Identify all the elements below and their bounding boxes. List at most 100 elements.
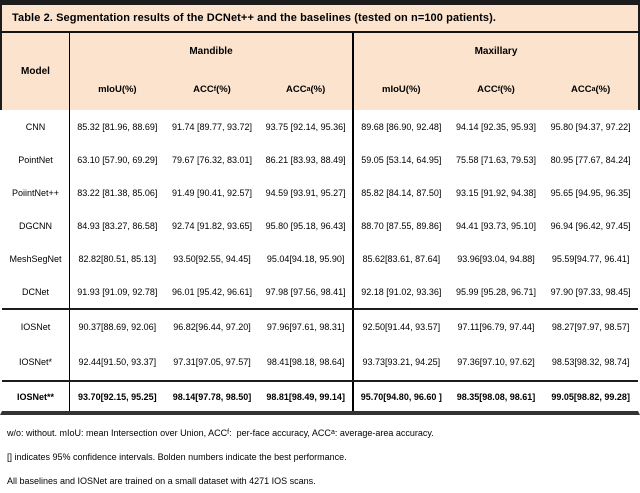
model-cell: CNN [2,110,70,143]
footnote-text: : per-face accuracy, ACC [229,428,331,438]
table-header: Model Mandible Maxillary mIoU (%) ACC f (%)… [0,33,640,110]
data-cell: 93.96[93.04, 94.88] [457,253,535,264]
data-cell: 84.93 [83.27, 86.58] [77,220,158,231]
table-top-border [0,0,640,5]
data-cell: 95.80 [94.37, 97.22] [550,121,631,132]
data-cell: 75.58 [71.63, 79.53] [455,154,537,165]
data-cell: 93.70[92.15, 95.25] [78,391,157,402]
data-cell: 94.41 [93.73, 95.10] [455,220,537,231]
metric-pct: (%) [595,84,611,95]
table-body: CNN 85.32 [81.96, 88.69] 91.74 [89.77, 9… [0,110,640,415]
data-cell: 98.41[98.18, 98.64] [259,344,354,380]
data-cell: 95.59[94.77, 96.41] [551,253,630,264]
data-cell: 96.01 [95.42, 96.61] [171,286,253,297]
model-cell: DCNet [2,275,70,308]
table-row: IOSNet* 92.44[91.50, 93.37] 97.31[97.05,… [2,344,638,380]
data-cell: 63.10 [57.90, 69.29] [77,154,158,165]
data-cell: 88.70 [87.55, 89.86] [361,220,442,231]
data-cell: 97.11[96.79, 97.44] [457,322,535,332]
table-row: DCNet 91.93 [91.09, 92.78] 96.01 [95.42,… [2,275,638,308]
group-header-maxillary: Maxillary [474,45,518,57]
data-cell: 95.99 [95.28, 96.71] [455,286,537,297]
data-cell: 95.80 [95.18, 96.43] [259,209,354,242]
model-cell: PointNet [2,143,70,176]
data-cell: 98.53[98.32, 98.74] [551,357,630,367]
data-cell: 94.59 [93.91, 95.27] [259,176,354,209]
data-cell: 97.90 [97.33, 98.45] [550,286,631,297]
footnote-text: : average-area accuracy. [334,428,434,438]
data-cell: 98.14[97.78, 98.50] [172,391,252,402]
data-cell: 79.67 [76.32, 83.01] [171,154,253,165]
data-cell: 59.05 [53.14, 64.95] [361,154,442,165]
data-cell: 93.75 [92.14, 95.36] [259,110,354,143]
data-cell: 96.94 [96.42, 97.45] [550,220,631,231]
column-header-miou: mIoU (%) [70,69,165,110]
data-cell: 90.37[88.69, 92.06] [78,322,157,332]
data-cell: 82.82[80.51, 85.13] [78,253,157,264]
data-cell: 98.81[98.49, 99.14] [259,382,354,411]
column-header-miou: mIoU (%) [354,69,449,110]
model-cell: MeshSegNet [2,242,70,275]
model-cell: PoiintNet++ [2,176,70,209]
column-header-accf: ACC f (%) [193,84,231,95]
column-header-acca: ACC a (%) [571,84,611,95]
table-row: IOSNet 90.37[88.69, 92.06] 96.82[96.44, … [2,308,638,344]
footnote-abbreviations: w/o: without. mIoU: mean Intersection ov… [7,428,434,438]
metric-pct: (%) [121,84,137,95]
metric-base: ACC [193,84,214,95]
model-cell: IOSNet* [2,344,70,380]
data-cell: 97.36[97.10, 97.62] [457,357,535,367]
data-cell: 89.68 [86.90, 92.48] [361,121,442,132]
data-cell: 85.82 [84.14, 87.50] [361,187,442,198]
table-row: PoiintNet++ 83.22 [81.38, 85.06] 91.49 [… [2,176,638,209]
metric-pct: (%) [405,84,421,95]
data-cell: 95.04[94.18, 95.90] [259,242,354,275]
data-cell: 92.44[91.50, 93.37] [78,357,157,367]
data-cell: 92.18 [91.02, 93.36] [361,286,442,297]
table-row: PointNet 63.10 [57.90, 69.29] 79.67 [76.… [2,143,638,176]
model-cell: IOSNet** [2,382,70,411]
footnote-training-data: All baselines and IOSNet are trained on … [7,476,316,486]
metric-pct: (%) [216,84,231,95]
table-caption: Table 2. Segmentation results of the DCN… [0,5,640,33]
table-row: DGCNN 84.93 [83.27, 86.58] 92.74 [91.82,… [2,209,638,242]
data-cell: 80.95 [77.67, 84.24] [550,154,631,165]
metric-pct: (%) [310,84,326,95]
column-header-accf: ACC f (%) [477,84,515,95]
table-row-best: IOSNet** 93.70[92.15, 95.25] 98.14[97.78… [2,380,638,411]
model-cell: DGCNN [2,209,70,242]
data-cell: 91.74 [89.77, 93.72] [171,121,253,132]
model-cell: IOSNet [2,310,70,344]
metric-base: ACC [477,84,498,95]
group-header-mandible: Mandible [70,33,354,69]
table-footnotes: w/o: without. mIoU: mean Intersection ov… [0,415,640,493]
table-row: MeshSegNet 82.82[80.51, 85.13] 93.50[92.… [2,242,638,275]
data-cell: 93.50[92.55, 94.45] [173,253,251,264]
footnote-confidence-intervals: [] indicates 95% confidence intervals. B… [7,452,347,462]
data-cell: 96.82[96.44, 97.20] [173,322,251,332]
footnote-text: w/o: without. mIoU: mean Intersection ov… [7,428,228,438]
data-cell: 93.73[93.21, 94.25] [362,357,441,367]
data-cell: 99.05[98.82, 99.28] [551,391,630,402]
metric-base: ACC [571,84,592,95]
data-cell: 85.32 [81.96, 88.69] [77,121,158,132]
metric-base: ACC [286,84,307,95]
data-cell: 94.14 [92.35, 95.93] [455,121,537,132]
data-cell: 91.93 [91.09, 92.78] [77,286,158,297]
data-cell: 97.31[97.05, 97.57] [173,357,251,367]
data-cell: 85.62[83.61, 87.64] [362,253,441,264]
metric-base: mIoU [98,84,122,95]
data-cell: 93.15 [91.92, 94.38] [455,187,537,198]
column-header-acca: ACC a (%) [259,69,354,110]
table-row: CNN 85.32 [81.96, 88.69] 91.74 [89.77, 9… [2,110,638,143]
metric-base: mIoU [382,84,406,95]
data-cell: 86.21 [83.93, 88.49] [259,143,354,176]
data-cell: 95.70[94.80, 96.60 ] [360,391,442,402]
metric-pct: (%) [500,84,515,95]
data-cell: 98.35[98.08, 98.61] [456,391,536,402]
data-cell: 98.27[97.97, 98.57] [551,322,630,332]
data-cell: 92.74 [91.82, 93.65] [171,220,253,231]
data-cell: 95.65 [94.95, 96.35] [550,187,631,198]
data-cell: 91.49 [90.41, 92.57] [171,187,253,198]
